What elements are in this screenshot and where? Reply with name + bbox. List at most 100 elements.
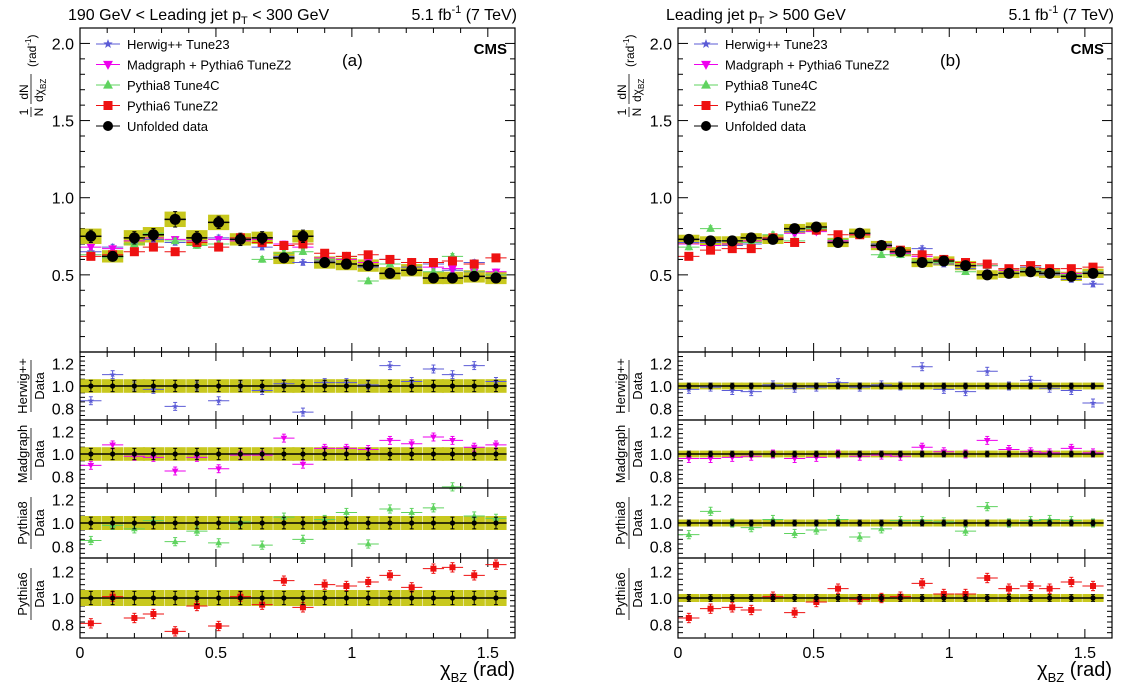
ratio-ytick-label: 1.2: [52, 356, 74, 373]
ratio-point-madgraph-marker: [1005, 447, 1013, 454]
ratio-ytick-label: 1.0: [650, 447, 672, 464]
ratio-ytick-label: 1.2: [650, 493, 672, 510]
ratio-plot-herwig: 0.8 1.0 1.2 Herwig++ Data: [613, 351, 1113, 421]
point-data-marker: [1065, 270, 1077, 282]
ratio-point-pythia6: [1039, 583, 1061, 594]
point-data-marker: [468, 270, 480, 282]
point-pythia8-marker: [170, 236, 180, 245]
ratio-point-data-marker: [387, 520, 393, 526]
ratio-point-pythia8: [379, 504, 401, 514]
ratio-point-data: [186, 447, 208, 461]
ratio-point-data-marker: [449, 595, 456, 601]
ratio-series-pythia6: [80, 559, 507, 637]
ratio-point-data-marker: [172, 595, 178, 601]
ratio-point-herwig: [164, 401, 186, 411]
ratio-point-data-marker: [237, 451, 244, 457]
ratio-point-madgraph-marker: [430, 434, 437, 441]
ratio-point-data: [976, 519, 998, 527]
ratio-point-pythia6-marker: [430, 565, 437, 572]
ratio-point-data: [401, 516, 423, 530]
point-data-marker: [726, 235, 738, 247]
ratio-point-data-marker: [835, 383, 841, 389]
ratio-point-data-marker: [216, 451, 222, 457]
ratio-point-herwig-marker: [962, 388, 969, 395]
ratio-point-data: [1039, 382, 1061, 390]
ratio-point-madgraph-marker: [87, 462, 95, 469]
xtick-label: 0.5: [205, 645, 227, 662]
ratio-point-data-marker: [110, 520, 116, 526]
ratio-point-data: [762, 382, 784, 390]
legend-label-madgraph: Madgraph + Pythia6 TuneZ2: [725, 58, 889, 73]
point-data: [80, 229, 102, 243]
ratio-point-data-marker: [941, 383, 947, 389]
ratio-point-pythia6: [1060, 576, 1082, 588]
point-pythia6: [379, 254, 401, 264]
ratio-label-num: Herwig++: [613, 358, 628, 414]
ratio-point-data: [889, 519, 912, 527]
ratio-point-data: [889, 382, 912, 390]
ratio-point-pythia8: [208, 538, 230, 548]
ratio-point-data-marker: [919, 451, 925, 457]
ratio-point-data-marker: [707, 383, 714, 389]
ratio-point-data-marker: [919, 595, 925, 601]
main-ytick-label: 1.5: [52, 114, 74, 131]
point-data: [357, 260, 379, 272]
ratio-point-pythia8-marker: [408, 508, 415, 515]
xtick-label: 1.5: [1074, 645, 1096, 662]
ratio-series-madgraph: [678, 435, 1104, 463]
point-data-marker: [406, 264, 418, 276]
ratio-point-data: [1082, 594, 1104, 602]
ratio-point-data-marker: [729, 383, 735, 389]
ratio-point-pythia8: [292, 534, 314, 544]
ratio-label-num: Madgraph: [613, 425, 628, 484]
ratio-point-data-marker: [813, 451, 819, 457]
title-right: 5.1 fb-1 (7 TeV): [411, 4, 517, 24]
ratio-label-herwig: Herwig++ Data: [15, 358, 47, 414]
ratio-point-data: [911, 594, 933, 602]
ratio-point-data-marker: [300, 383, 306, 389]
point-pythia6: [699, 245, 722, 255]
ratio-point-data-marker: [449, 383, 456, 389]
ylabel-deriv-num: dN: [17, 84, 31, 99]
ratio-point-data-marker: [878, 520, 885, 526]
ratio-label-den: Data: [630, 509, 645, 537]
ratio-point-data-marker: [1068, 595, 1074, 601]
ratio-point-pythia6-marker: [321, 581, 328, 588]
ratio-series-data: [678, 382, 1104, 390]
ratio-point-madgraph-marker: [918, 444, 926, 451]
ratio-point-pythia6-marker: [386, 572, 393, 579]
ratio-point-data: [80, 590, 102, 606]
ratio-ytick-label: 1.0: [650, 379, 672, 396]
ratio-point-herwig: [441, 370, 464, 380]
ratio-point-data: [849, 382, 871, 390]
ratio-point-data: [1060, 519, 1082, 527]
ratio-point-data: [805, 519, 827, 527]
ratio-series-data: [80, 590, 507, 606]
ratio-point-data: [740, 450, 762, 458]
ratio-label-pythia8: Pythia8 Data: [613, 497, 645, 549]
ratio-point-herwig: [422, 364, 445, 374]
point-data: [123, 231, 145, 245]
ratio-point-data: [870, 519, 893, 527]
ratio-point-data: [485, 447, 507, 461]
ratio-point-data: [1060, 450, 1082, 458]
point-data: [678, 233, 700, 245]
ratio-point-data-marker: [941, 595, 947, 601]
ratio-point-data: [721, 382, 743, 390]
ratio-plot-pythia8: 0.8 1.0 1.2 Pythia8 Data: [15, 482, 516, 559]
ratio-point-data-marker: [110, 595, 116, 601]
ratio-point-data-marker: [962, 520, 969, 526]
ratio-point-madgraph: [422, 432, 445, 442]
ratio-point-data-marker: [897, 383, 904, 389]
ratio-point-pythia6-marker: [280, 577, 287, 584]
ratio-ytick-label: 1.0: [52, 379, 74, 396]
ratio-point-data: [229, 516, 252, 530]
ratio-point-data-marker: [172, 451, 178, 457]
ratio-point-madgraph-marker: [685, 456, 693, 463]
ratio-point-pythia8: [251, 540, 273, 550]
ratio-point-data: [699, 382, 722, 390]
ratio-point-data: [933, 594, 955, 602]
ratio-point-data: [102, 516, 124, 530]
series-data: [80, 211, 507, 284]
point-herwig-marker: [298, 258, 308, 267]
